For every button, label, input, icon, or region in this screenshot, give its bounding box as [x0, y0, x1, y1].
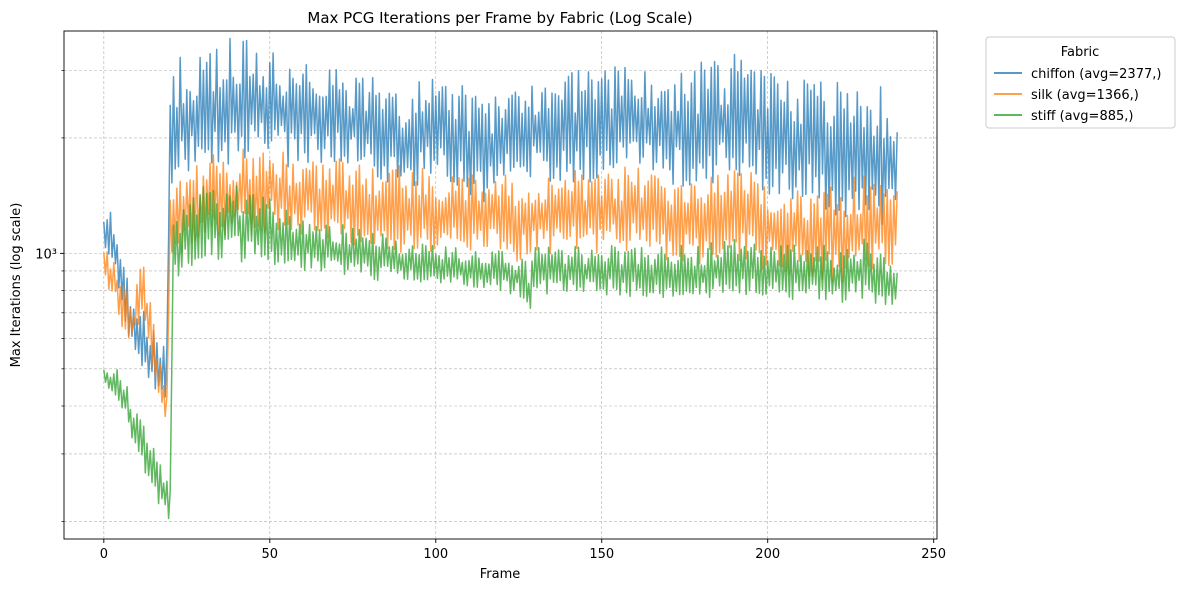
- y-tick-label: 10³: [35, 247, 57, 262]
- x-tick-label: 200: [755, 547, 780, 562]
- axes-frame: [63, 30, 938, 540]
- x-tick-label: 250: [921, 547, 946, 562]
- x-tick-label: 50: [262, 547, 279, 562]
- x-tick-label: 150: [589, 547, 614, 562]
- series-line-2: [103, 185, 898, 520]
- legend-label-1: silk (avg=1366,): [1031, 88, 1139, 103]
- x-tick-label: 100: [423, 547, 448, 562]
- legend-label-0: chiffon (avg=2377,): [1031, 67, 1161, 82]
- x-tick-label: 0: [100, 547, 108, 562]
- legend-label-2: stiff (avg=885,): [1031, 109, 1133, 124]
- series-line-0: [103, 37, 898, 398]
- x-axis-label: Frame: [480, 567, 521, 582]
- legend: Fabric chiffon (avg=2377,) silk (avg=1366…: [985, 36, 1176, 129]
- series-layer: [103, 37, 898, 520]
- chart-title: Max PCG Iterations per Frame by Fabric (…: [307, 9, 692, 27]
- legend-box: [985, 36, 1176, 129]
- tick-layer: 0 50 100 150 200 250 10³: [35, 70, 946, 562]
- legend-title: Fabric: [1061, 45, 1100, 60]
- y-axis-label: Max Iterations (log scale): [9, 203, 24, 368]
